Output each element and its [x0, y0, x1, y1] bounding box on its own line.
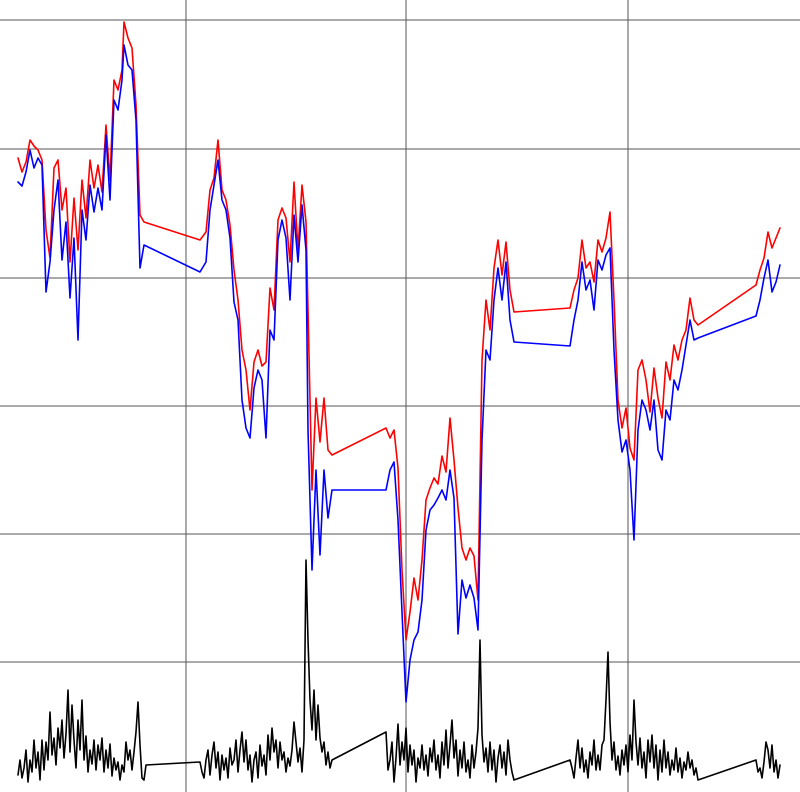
series-layer — [17, 21, 781, 783]
series-line-2 — [17, 44, 781, 703]
series-line-3 — [17, 559, 781, 783]
